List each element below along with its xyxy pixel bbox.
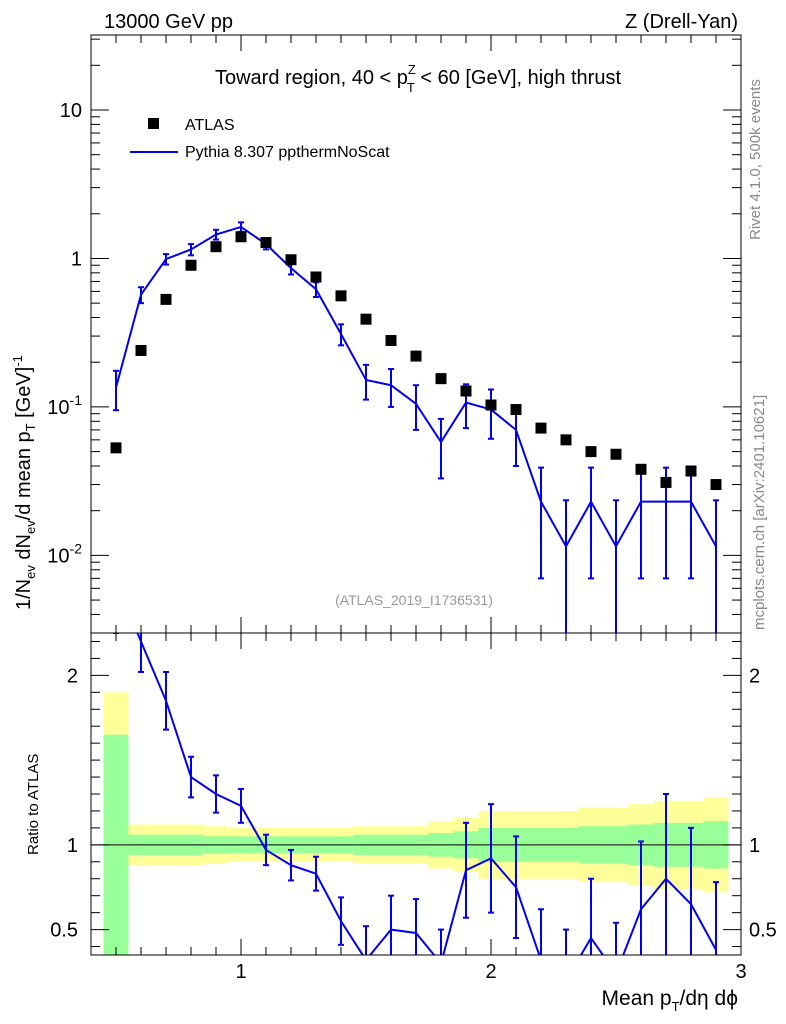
atlas-data-point xyxy=(360,313,372,325)
mcplots-label: mcplots.cern.ch [arXiv:2401.10621] xyxy=(751,395,768,630)
ylabel-p4: /d mean p xyxy=(13,431,35,520)
ytick-base: 1 xyxy=(71,248,82,270)
atlas-data-point xyxy=(610,448,622,460)
title-suffix: < 60 [GeV], high thrust xyxy=(415,67,622,89)
ylabel-p5: T xyxy=(23,423,38,431)
title-prefix: Toward region, 40 < p xyxy=(215,67,408,89)
ratio-ytick-label-left: 1 xyxy=(67,835,78,857)
ratio-ytick-label-right: 0.5 xyxy=(749,920,777,942)
atlas-data-point xyxy=(560,434,572,446)
title-sub: T xyxy=(407,80,415,95)
main-ylabel: 1/Nev dNev/d mean pT [GeV]-1 xyxy=(10,355,38,610)
ylabel-p0: 1/N xyxy=(13,579,35,610)
ytick-exponent: -2 xyxy=(70,540,83,556)
atlas-data-point xyxy=(485,399,497,411)
atlas-data-point xyxy=(310,271,322,283)
main-ytick-label: 1 xyxy=(71,248,82,270)
atlas-data-point xyxy=(460,385,472,397)
main-title: Toward region, 40 < pZ T < 60 [GeV], high… xyxy=(215,62,621,95)
legend-data-marker xyxy=(148,118,159,129)
ratio-ytick-label-left: 0.5 xyxy=(50,920,78,942)
rivet-label: Rivet 4.1.0, 500k events xyxy=(747,79,764,240)
title-sup: Z xyxy=(408,62,416,77)
atlas-data-point xyxy=(285,254,297,266)
xtick-label: 2 xyxy=(485,961,496,983)
analysis-label: (ATLAS_2019_I1736531) xyxy=(335,592,493,608)
ytick-base: 10 xyxy=(47,545,69,567)
atlas-data-point xyxy=(160,293,172,305)
ratio-ytick-label-right: 2 xyxy=(749,665,760,687)
ratio-ytick-label-left: 2 xyxy=(67,665,78,687)
atlas-data-point xyxy=(710,479,722,491)
xlabel-p2: /dη dϕ xyxy=(680,987,738,1010)
ytick-base: 10 xyxy=(60,100,82,122)
xtick-label: 1 xyxy=(235,961,246,983)
atlas-data-point xyxy=(235,231,247,243)
atlas-data-point xyxy=(635,463,647,475)
atlas-data-point xyxy=(435,373,447,385)
ylabel-p7: -1 xyxy=(10,355,25,367)
ratio-data-layer xyxy=(90,34,742,956)
ylabel-p6: [GeV] xyxy=(13,367,35,424)
ylabel-p1: ev xyxy=(23,565,38,579)
main-ytick-label: 10 xyxy=(60,100,82,122)
atlas-data-point xyxy=(585,446,597,458)
ratio-series-line xyxy=(136,633,717,955)
atlas-data-point xyxy=(110,442,122,454)
energy-label: 13000 GeV pp xyxy=(104,11,233,33)
ratio-axis-ticks: 0.5 0.5 1 1 2 2 1 2 3 xyxy=(50,633,777,983)
mc-series-line xyxy=(115,225,717,549)
atlas-data-point xyxy=(410,350,422,362)
atlas-data-point xyxy=(185,259,197,271)
legend-data-label: ATLAS xyxy=(185,117,235,134)
xlabel-p1: T xyxy=(672,999,680,1014)
xlabel-p0: Mean p xyxy=(602,987,672,1010)
atlas-data-point xyxy=(510,404,522,416)
ytick-base: 10 xyxy=(47,397,69,419)
ratio-frame-overlay xyxy=(90,632,742,956)
atlas-data-point xyxy=(335,290,347,302)
atlas-data-point xyxy=(210,241,222,253)
atlas-data-point xyxy=(660,476,672,488)
legend-mc-label: Pythia 8.307 ppthermNoScat xyxy=(185,144,390,161)
main-data-layer xyxy=(110,221,722,633)
xlabel: Mean pT/dη dϕ xyxy=(602,987,738,1014)
atlas-data-point xyxy=(385,335,397,347)
ratio-series-group xyxy=(113,633,719,955)
atlas-data-point xyxy=(260,237,272,249)
main-ytick-label: 10-2 xyxy=(47,540,82,567)
ratio-ylabel: Ratio to ATLAS xyxy=(25,754,42,855)
atlas-data-point xyxy=(535,422,547,434)
legend: ATLAS Pythia 8.307 ppthermNoScat xyxy=(130,117,390,161)
xtick-label: 3 xyxy=(735,961,746,983)
atlas-data-point xyxy=(685,465,697,477)
atlas-data-point xyxy=(135,344,147,356)
process-label: Z (Drell-Yan) xyxy=(625,11,738,33)
ratio-ytick-label-right: 1 xyxy=(749,835,760,857)
ylabel-p3: ev xyxy=(23,520,38,534)
ytick-exponent: -1 xyxy=(70,392,83,408)
main-ytick-label: 10-1 xyxy=(47,392,82,419)
ylabel-p2: dN xyxy=(13,534,35,565)
